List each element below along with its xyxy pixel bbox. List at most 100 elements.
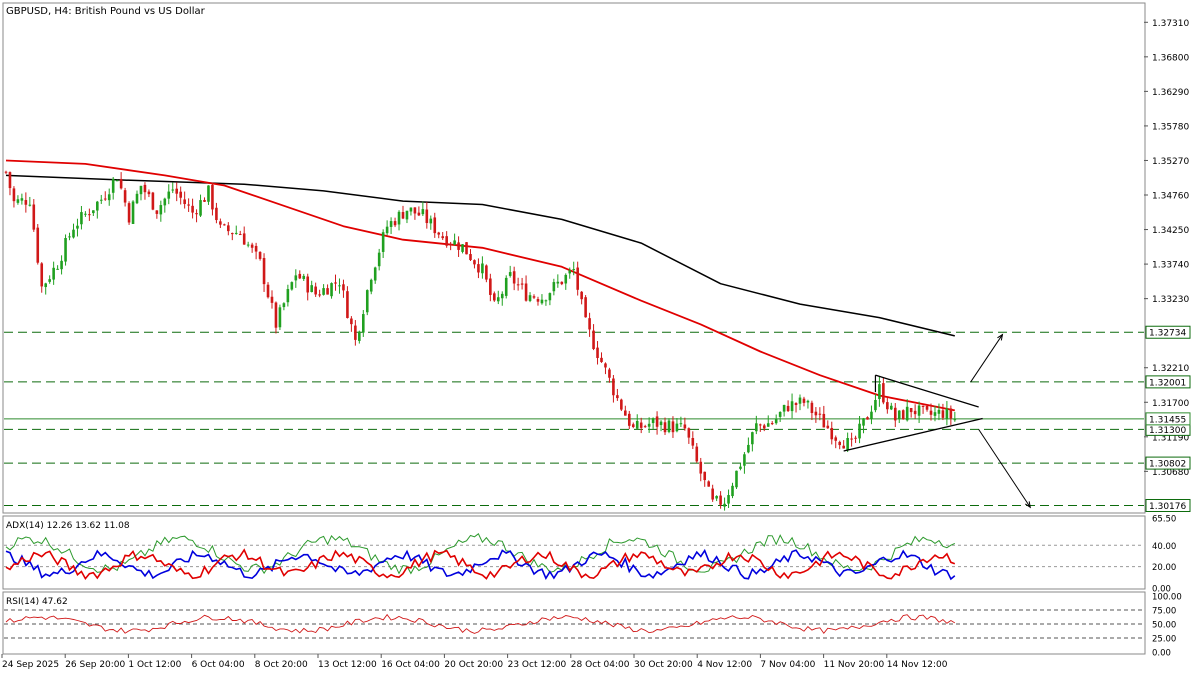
bull-candle [290,282,294,290]
bear-candle [457,242,460,250]
bear-candle [465,242,468,255]
bear-candle [671,421,675,433]
bull-candle [782,404,786,412]
bull-candle [44,283,47,288]
bear-candle [588,318,591,330]
bull-candle [659,421,663,426]
bear-candle [473,260,476,265]
bear-candle [822,413,826,428]
level-tag-label: 1.32734 [1149,329,1186,339]
bear-candle [274,302,278,328]
bull-candle [373,267,377,281]
bear-candle [258,251,262,259]
bear-candle [909,408,913,413]
bull-candle [870,411,873,419]
adx-axis-label: 65.50 [1152,515,1176,525]
bull-candle [774,418,778,424]
bull-candle [96,201,99,211]
bull-candle [381,232,385,252]
bull-candle [766,423,770,427]
bear-candle [485,265,488,280]
bull-candle [858,423,861,439]
bear-candle [242,233,246,245]
bear-candle [516,284,520,286]
bear-candle [695,446,699,462]
bear-candle [683,424,687,429]
bear-candle [211,184,214,210]
time-tick-label: 13 Oct 12:00 [318,660,377,670]
bear-candle [842,445,845,449]
bull-candle [68,236,71,238]
bull-candle [715,496,718,499]
bull-candle [874,399,877,411]
bear-candle [604,363,607,368]
bull-candle [953,419,957,421]
bear-candle [203,199,206,202]
bear-candle [770,423,774,425]
rsi-axis-label: 0.00 [1152,649,1171,659]
bull-candle [207,185,210,202]
bear-candle [4,171,8,173]
arrow-head [997,333,1004,341]
rsi-axis-label: 75.00 [1152,607,1176,617]
level-tag [1145,498,1191,512]
bear-candle [314,286,317,295]
bear-candle [346,291,349,318]
current-price-tag [1145,412,1191,426]
time-tick-label: 1 Oct 12:00 [128,660,181,670]
bear-candle [36,227,40,263]
bear-candle [401,212,405,219]
bear-candle [489,278,492,295]
bear-candle [810,402,814,414]
moving-averages [5,159,955,412]
adx-axis-label: 40.00 [1152,542,1176,552]
bull-candle [806,400,810,403]
bear-candle [786,405,790,412]
bull-candle [139,185,143,195]
bear-candle [40,263,44,287]
bear-candle [342,284,345,291]
bear-candle [794,403,798,406]
time-tick-label: 30 Oct 20:00 [634,660,693,670]
bear-candle [250,244,254,248]
bear-candle [147,191,151,195]
horizontal-levels [4,331,1144,506]
bull-candle [48,279,51,282]
bull-candle [667,420,671,432]
bull-candle [508,272,512,276]
bull-candle [500,293,504,299]
bear-candle [699,461,703,474]
bear-candle [643,426,647,428]
rsi-line [5,613,956,635]
bull-candle [735,470,738,488]
price-tick-label: 1.35780 [1152,122,1189,132]
bull-candle [84,213,87,215]
bear-candle [151,192,155,210]
adx-axis-label: 0.00 [1152,585,1171,595]
bear-candle [631,424,635,428]
bull-candle [302,275,306,280]
bull-candle [453,240,456,245]
bear-candle [262,257,266,285]
bear-candle [592,330,595,350]
bear-candle [949,408,953,419]
bull-candle [548,293,552,301]
bull-candle [56,268,59,270]
bull-candle [496,297,500,302]
bear-candle [620,399,623,410]
price-tick-label: 1.32210 [1152,364,1189,374]
bear-candle [850,438,853,440]
bull-candle [739,466,742,469]
bear-candle [838,441,841,446]
bull-candle [365,290,369,313]
fast-moving-average [5,159,955,412]
trend-drawings [843,333,1031,509]
bear-candle [616,395,619,399]
bull-candle [80,212,83,225]
bull-candle [790,401,794,412]
price-tick-label: 1.36290 [1152,88,1189,98]
breakout-up-arrow [970,334,1003,383]
bull-candle [544,300,548,302]
time-tick-label: 8 Oct 20:00 [255,660,308,670]
bear-candle [175,188,179,194]
